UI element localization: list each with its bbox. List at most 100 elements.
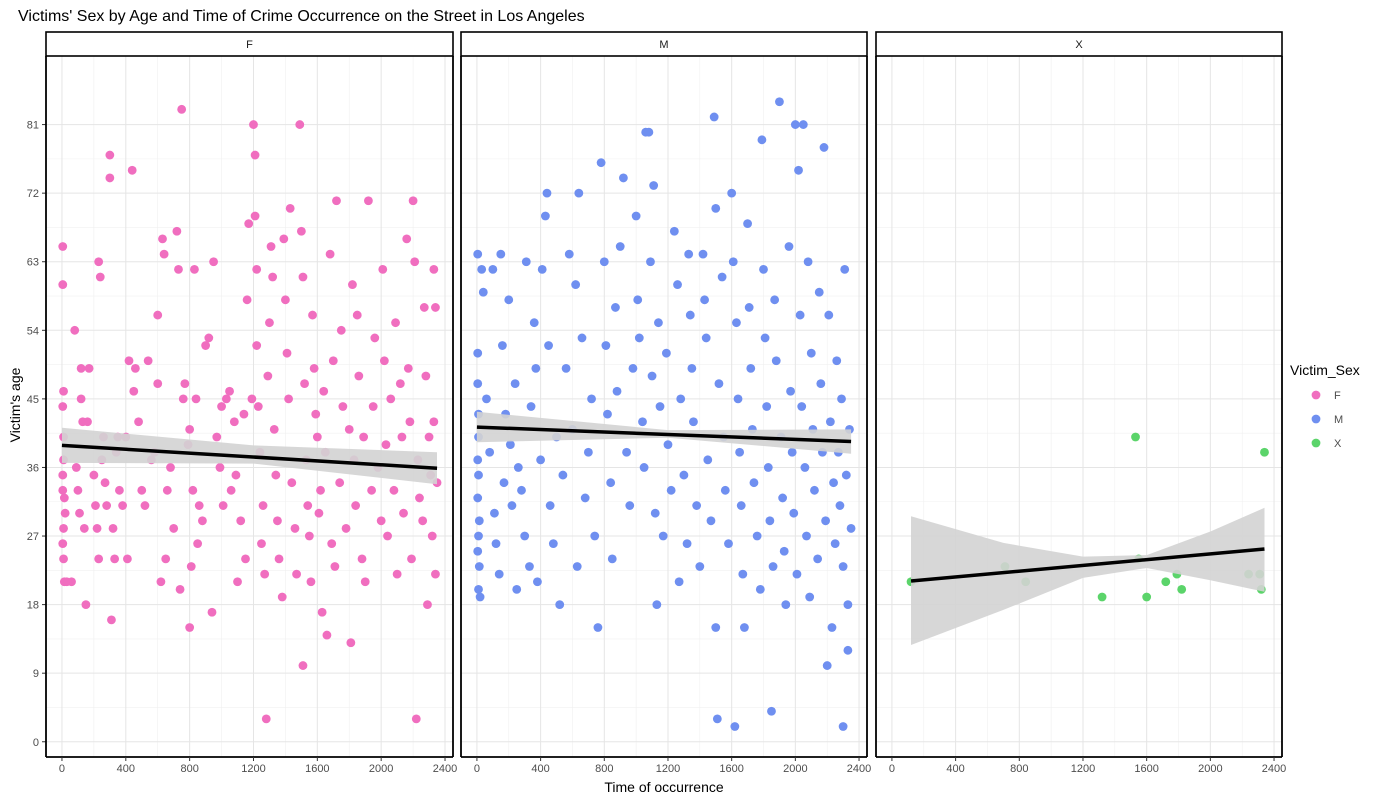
data-point — [647, 371, 657, 381]
data-point — [59, 524, 68, 533]
data-point — [368, 402, 378, 411]
data-point — [178, 394, 188, 404]
data-point — [410, 257, 420, 267]
data-point — [295, 120, 305, 129]
data-point — [338, 402, 348, 411]
data-point — [714, 379, 724, 389]
data-point — [92, 524, 102, 533]
data-point — [798, 120, 808, 129]
data-point — [282, 348, 292, 358]
trend-line — [61, 443, 438, 470]
x-tick-label: 1600 — [305, 763, 329, 775]
data-point — [703, 455, 713, 465]
data-point — [590, 531, 600, 541]
data-point — [330, 562, 340, 571]
data-point — [94, 554, 104, 564]
data-point — [587, 394, 596, 404]
data-point — [628, 364, 638, 373]
data-point — [309, 364, 319, 373]
data-point — [781, 600, 791, 610]
legend-key — [1311, 414, 1321, 424]
data-point — [513, 463, 523, 472]
data-point — [391, 318, 400, 328]
data-point — [474, 562, 484, 571]
data-point — [402, 234, 412, 244]
data-point — [695, 562, 705, 571]
data-point — [71, 463, 81, 472]
data-point — [837, 394, 846, 404]
x-tick-label: 800 — [180, 763, 198, 775]
data-point — [162, 485, 172, 495]
data-point — [724, 539, 733, 549]
data-point — [580, 493, 590, 503]
x-tick-label: 800 — [1010, 763, 1028, 775]
data-point — [814, 287, 824, 297]
data-point — [319, 386, 329, 396]
data-point — [76, 394, 86, 404]
data-point — [644, 127, 654, 137]
data-point — [260, 569, 270, 579]
data-point — [298, 272, 308, 282]
data-point — [177, 104, 187, 114]
data-point — [784, 242, 794, 251]
data-point — [153, 379, 163, 389]
data-point — [520, 531, 530, 541]
data-point — [221, 394, 231, 404]
data-point — [124, 356, 134, 366]
legend-entry-x: X — [1311, 438, 1342, 450]
data-point — [58, 242, 68, 251]
data-point — [593, 623, 603, 632]
x-tick-label: 2400 — [1262, 763, 1286, 775]
data-point — [482, 394, 491, 404]
x-tick-label: 1200 — [241, 763, 265, 775]
data-point — [655, 402, 665, 411]
data-point — [127, 165, 137, 175]
data-point — [419, 303, 429, 312]
data-point — [706, 516, 716, 526]
data-point — [810, 485, 819, 495]
data-point — [711, 623, 721, 632]
data-point — [473, 455, 483, 465]
data-point — [261, 714, 271, 724]
legend: Victim_Sex FMX — [1290, 362, 1360, 450]
data-point — [564, 249, 574, 259]
y-tick-label: 45 — [27, 394, 39, 406]
data-point — [687, 364, 697, 373]
data-point — [269, 424, 279, 434]
data-point — [712, 714, 722, 724]
data-point — [757, 135, 767, 145]
x-tick-label: 2000 — [783, 763, 807, 775]
data-point — [732, 318, 741, 328]
data-point — [335, 478, 345, 488]
data-point — [790, 120, 800, 129]
data-point — [827, 623, 837, 632]
data-point — [735, 447, 745, 457]
data-point — [250, 150, 260, 160]
data-point — [60, 508, 70, 518]
data-point — [83, 417, 92, 427]
data-point — [728, 257, 738, 267]
data-point — [819, 143, 829, 152]
y-tick-label: 63 — [27, 257, 39, 269]
data-point — [231, 470, 241, 480]
data-point — [583, 447, 593, 457]
data-point — [625, 501, 635, 510]
data-point — [491, 539, 501, 549]
data-point — [352, 310, 362, 320]
data-point — [59, 554, 68, 564]
data-point — [601, 341, 611, 350]
data-point — [316, 485, 325, 495]
y-axis: 0 9 18 27 36 45 54 63 72 81 — [27, 120, 46, 749]
data-point — [738, 569, 748, 579]
data-point — [846, 524, 856, 533]
data-point — [395, 379, 405, 389]
data-point — [421, 371, 431, 381]
x-tick-label: 0 — [59, 763, 65, 775]
data-point — [424, 432, 434, 442]
data-point — [649, 181, 659, 190]
data-point — [304, 531, 314, 541]
data-point — [118, 501, 128, 510]
data-point — [709, 112, 719, 122]
data-point — [775, 97, 784, 107]
data-point — [174, 264, 183, 274]
